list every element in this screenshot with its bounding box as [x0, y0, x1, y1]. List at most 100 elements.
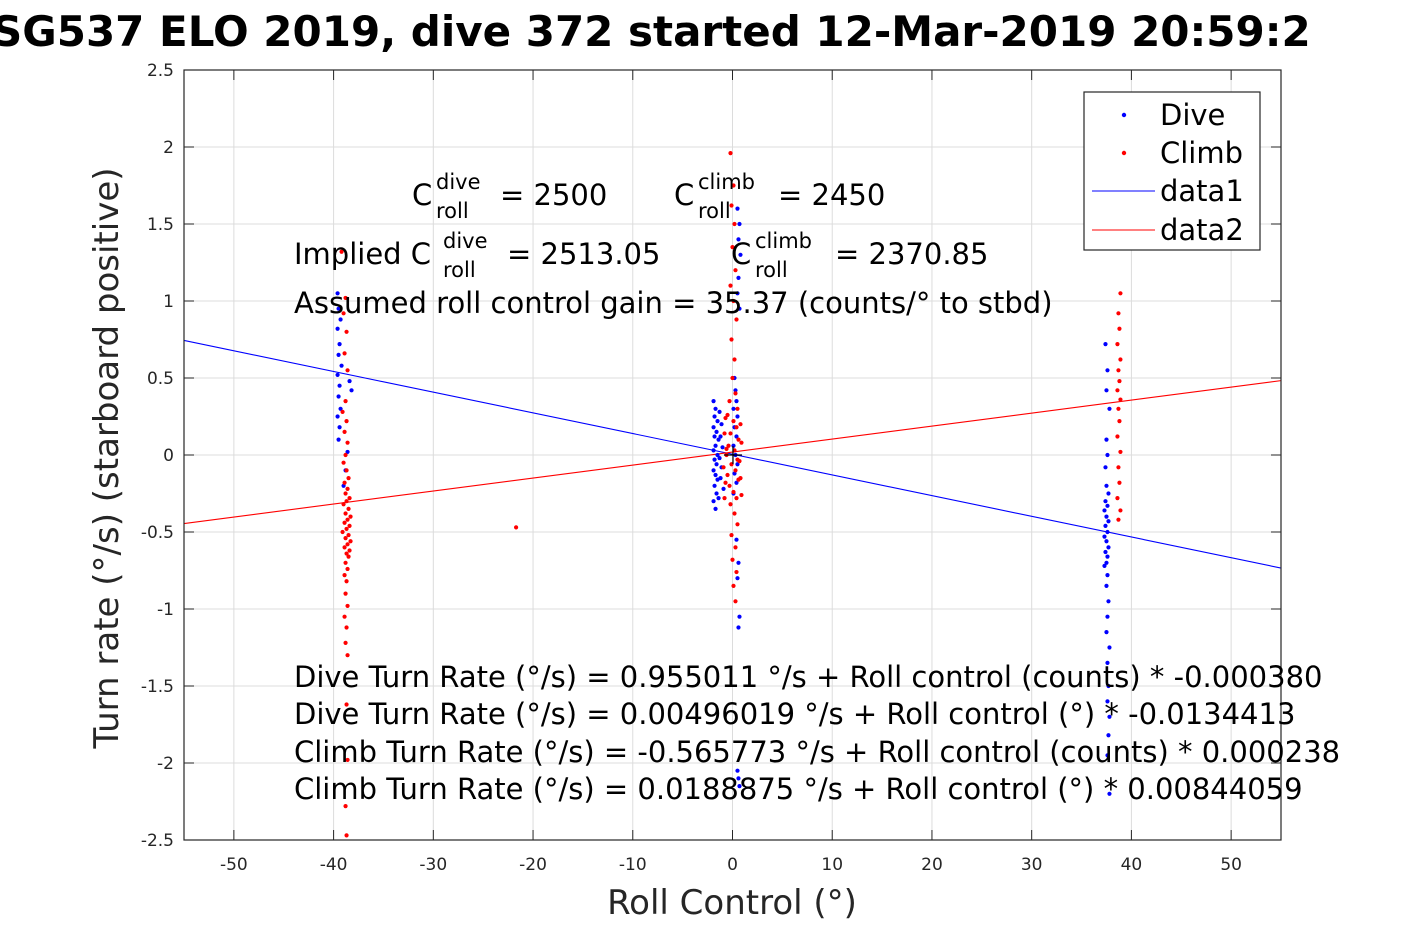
point-dive	[1104, 539, 1109, 544]
point-climb	[344, 499, 349, 504]
point-dive	[336, 437, 341, 442]
point-climb	[732, 511, 737, 516]
x-tick-label: 10	[821, 855, 843, 875]
point-climb	[345, 440, 350, 445]
point-climb	[1118, 508, 1123, 513]
equation-climb-counts: Climb Turn Rate (°/s) = -0.565773 °/s + …	[294, 735, 1340, 769]
point-climb	[346, 476, 351, 481]
point-dive	[1104, 388, 1109, 393]
point-dive	[713, 472, 718, 478]
point-dive	[349, 388, 354, 393]
implied-climb-superscript: climb	[755, 229, 812, 253]
point-dive	[1103, 523, 1108, 528]
c-climb-superscript: climb	[698, 170, 755, 194]
point-climb	[1116, 406, 1121, 411]
point-climb	[345, 757, 350, 763]
point-dive	[711, 468, 716, 473]
point-dive	[1107, 406, 1112, 411]
point-climb	[346, 554, 351, 559]
point-dive	[1106, 519, 1111, 524]
point-dive	[1104, 560, 1109, 565]
legend-dive-marker	[1121, 112, 1127, 118]
point-climb	[1116, 311, 1121, 316]
point-dive	[734, 537, 739, 542]
point-dive	[713, 406, 718, 411]
implied-climb-subscript: roll	[755, 258, 788, 282]
point-climb	[345, 542, 350, 547]
point-dive	[713, 506, 718, 511]
point-dive	[711, 399, 716, 404]
c-dive-superscript: dive	[436, 170, 481, 194]
y-tick-label: 0.5	[147, 369, 174, 389]
point-dive	[719, 422, 724, 427]
x-tick-label: 50	[1220, 855, 1242, 875]
point-dive	[737, 306, 742, 311]
point-climb	[343, 640, 348, 645]
point-dive	[1105, 573, 1110, 578]
point-climb	[345, 603, 350, 609]
point-climb	[343, 452, 348, 458]
point-dive	[736, 776, 741, 781]
legend-dive-label: Dive	[1160, 98, 1225, 132]
point-dive	[735, 291, 740, 296]
point-climb	[1117, 419, 1122, 424]
c-climb-label: C	[674, 178, 694, 212]
point-dive	[736, 560, 741, 565]
c-climb-value: = 2450	[778, 178, 885, 212]
point-dive	[731, 406, 736, 411]
point-climb	[1117, 480, 1122, 485]
y-tick-labels: 2.5 2 1.5 1 0.5 0 -0.5 -1 -1.5 -2 -2.5	[141, 61, 174, 851]
x-tick-label: 40	[1121, 855, 1143, 875]
point-dive	[720, 445, 725, 450]
point-climb	[1118, 397, 1123, 402]
point-climb	[732, 357, 737, 362]
point-dive	[714, 462, 719, 467]
point-dive	[718, 434, 723, 439]
point-climb	[344, 551, 349, 556]
point-climb	[1117, 326, 1122, 331]
point-climb	[738, 476, 743, 481]
point-climb	[340, 529, 345, 535]
point-climb	[728, 151, 733, 156]
legend-data2-label: data2	[1160, 213, 1244, 247]
point-climb	[345, 368, 350, 373]
y-tick-label: -2	[157, 754, 174, 774]
point-climb	[724, 446, 729, 451]
point-climb	[343, 560, 348, 565]
point-dive	[738, 252, 743, 257]
point-climb	[341, 460, 346, 465]
point-dive	[714, 429, 719, 434]
point-dive	[734, 399, 739, 404]
point-climb	[347, 548, 352, 553]
point-dive	[1107, 645, 1112, 650]
point-dive	[336, 306, 341, 311]
c-dive-label: C	[412, 178, 432, 212]
point-dive	[715, 452, 720, 458]
x-tick-label: -50	[220, 855, 248, 875]
point-dive	[1105, 554, 1110, 559]
point-dive	[735, 462, 740, 467]
chart-title: SG537 ELO 2019, dive 372 started 12-Mar-…	[0, 7, 1311, 56]
point-dive	[1106, 599, 1111, 604]
point-climb	[343, 511, 348, 516]
point-dive	[336, 352, 341, 357]
point-dive	[1103, 465, 1108, 470]
implied-dive-subscript: roll	[443, 258, 476, 282]
point-climb	[340, 409, 345, 414]
point-dive	[335, 414, 340, 419]
point-climb	[344, 329, 349, 334]
point-climb	[343, 491, 348, 496]
x-tick-label: -20	[519, 855, 547, 875]
y-tick-label: -1.5	[141, 677, 174, 697]
point-dive	[1104, 583, 1109, 589]
y-axis-label: Turn rate (°/s) (starboard positive)	[87, 167, 127, 749]
data-points	[335, 151, 1123, 838]
point-dive	[717, 455, 722, 461]
regression-equations: Dive Turn Rate (°/s) = 0.955011 °/s + Ro…	[294, 660, 1340, 806]
point-climb	[733, 599, 738, 604]
point-dive	[345, 449, 350, 455]
c-climb-subscript: roll	[698, 199, 731, 223]
point-climb	[344, 702, 349, 707]
point-climb	[346, 532, 351, 538]
point-climb	[1116, 368, 1121, 373]
